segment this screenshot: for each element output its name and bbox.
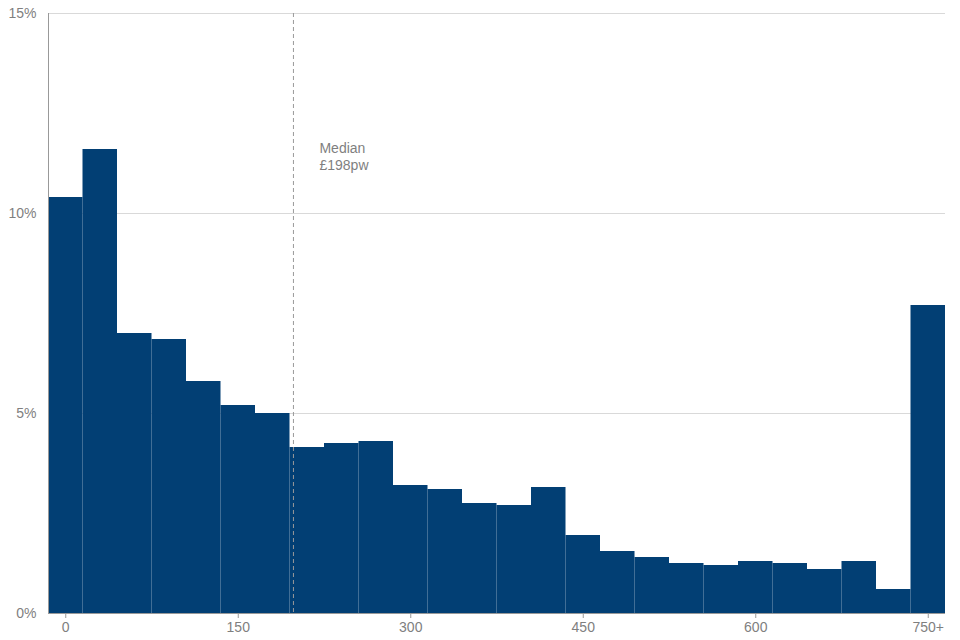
- svg-text:10%: 10%: [8, 205, 36, 221]
- svg-text:450: 450: [572, 619, 596, 635]
- svg-text:300: 300: [399, 619, 423, 635]
- svg-text:15%: 15%: [8, 5, 36, 21]
- svg-text:5%: 5%: [16, 405, 36, 421]
- svg-text:750+: 750+: [912, 619, 944, 635]
- svg-text:0%: 0%: [16, 605, 36, 621]
- svg-text:Median£198pw: Median£198pw: [319, 140, 369, 173]
- svg-text:150: 150: [227, 619, 251, 635]
- svg-text:600: 600: [744, 619, 768, 635]
- svg-text:0: 0: [62, 619, 70, 635]
